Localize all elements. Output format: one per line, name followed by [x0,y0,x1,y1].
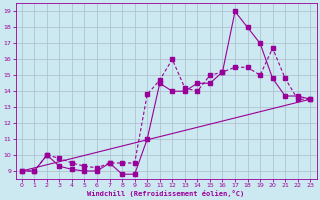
X-axis label: Windchill (Refroidissement éolien,°C): Windchill (Refroidissement éolien,°C) [87,190,245,197]
